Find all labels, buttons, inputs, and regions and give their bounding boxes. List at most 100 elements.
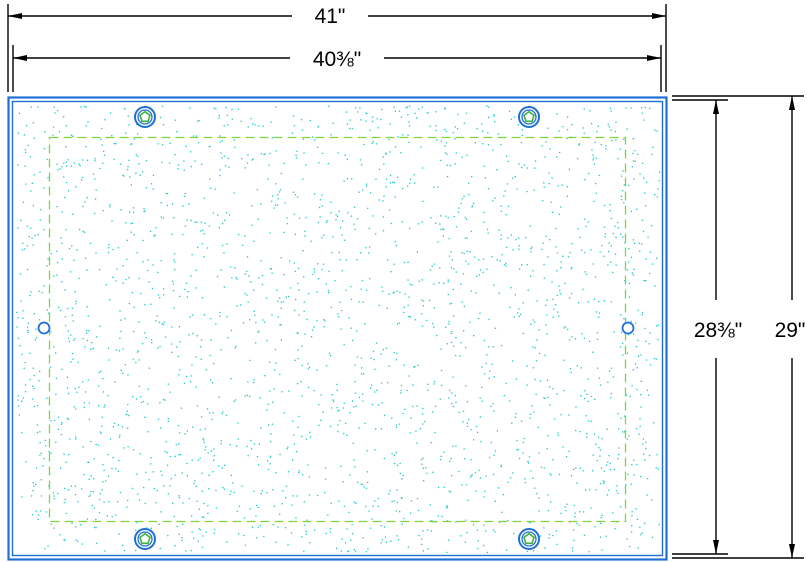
speckle-dot — [416, 251, 418, 253]
speckle-dot — [147, 431, 149, 433]
speckle-dot — [481, 386, 483, 388]
speckle-dot — [244, 235, 246, 237]
speckle-dot — [628, 261, 630, 263]
speckle-dot — [183, 169, 185, 171]
speckle-dot — [152, 174, 155, 176]
speckle-dot — [39, 171, 41, 173]
speckle-dot — [501, 511, 503, 513]
speckle-dot — [559, 293, 562, 295]
speckle-dot — [79, 164, 81, 167]
speckle-dot — [120, 369, 122, 371]
speckle-dot — [598, 174, 600, 177]
speckle-dot — [607, 264, 609, 266]
speckle-dot — [124, 318, 126, 320]
inner-height-label: 28⅜" — [694, 319, 742, 342]
speckle-dot — [26, 225, 28, 227]
speckle-dot — [155, 320, 157, 322]
speckle-dot — [402, 187, 404, 190]
speckle-dot — [50, 420, 52, 422]
speckle-dot — [327, 514, 329, 516]
speckle-dot — [173, 307, 175, 309]
speckle-dot — [507, 160, 509, 162]
speckle-dot — [98, 511, 101, 514]
speckle-dot — [381, 539, 383, 541]
speckle-dot — [526, 190, 528, 193]
speckle-dot — [479, 269, 482, 271]
speckle-dot — [64, 324, 67, 327]
speckle-dot — [174, 474, 176, 476]
speckle-dot — [260, 260, 262, 262]
speckle-dot — [623, 184, 625, 186]
speckle-dot — [619, 506, 622, 508]
speckle-dot — [340, 309, 343, 312]
speckle-dot — [375, 143, 378, 145]
speckle-dot — [205, 369, 208, 371]
speckle-dot — [231, 108, 233, 111]
speckle-dot — [630, 210, 632, 213]
speckle-dot — [103, 154, 106, 156]
speckle-dot — [294, 233, 296, 235]
speckle-dot — [611, 139, 613, 142]
speckle-dot — [511, 422, 513, 424]
speckle-dot — [159, 116, 162, 119]
speckle-dot — [25, 391, 27, 393]
speckle-dot — [296, 332, 298, 334]
speckle-dot — [354, 206, 356, 208]
speckle-dot — [258, 277, 260, 279]
speckle-dot — [149, 463, 152, 465]
speckle-dot — [163, 321, 165, 323]
speckle-dot — [595, 443, 597, 445]
speckle-dot — [186, 219, 188, 221]
speckle-dot — [238, 505, 241, 507]
speckle-dot — [453, 315, 455, 317]
speckle-dot — [571, 336, 573, 338]
speckle-dot — [389, 123, 391, 125]
speckle-dot — [545, 324, 547, 326]
speckle-dot — [183, 195, 186, 198]
speckle-dot — [17, 405, 20, 407]
speckle-dot — [584, 251, 586, 254]
speckle-dot — [236, 445, 238, 447]
speckle-dot — [287, 544, 289, 546]
speckle-dot — [576, 482, 578, 484]
speckle-dot — [227, 337, 229, 339]
speckle-dot — [450, 457, 452, 460]
speckle-dot — [95, 518, 97, 521]
speckle-dot — [417, 364, 419, 366]
speckle-dot — [615, 490, 618, 492]
speckle-dot — [338, 251, 340, 254]
speckle-dot — [33, 374, 35, 377]
speckle-dot — [350, 215, 353, 217]
speckle-dot — [655, 467, 657, 469]
speckle-dot — [330, 134, 332, 136]
speckle-dot — [144, 502, 146, 505]
speckle-dot — [557, 434, 560, 437]
speckle-dot — [169, 455, 172, 458]
speckle-dot — [369, 129, 371, 131]
speckle-dot — [547, 435, 549, 437]
speckle-dot — [105, 480, 107, 482]
speckle-dot — [109, 206, 111, 208]
speckle-dot — [344, 422, 347, 425]
speckle-dot — [353, 501, 356, 503]
speckle-dot — [371, 404, 374, 406]
speckle-dot — [45, 445, 47, 447]
speckle-dot — [645, 359, 648, 361]
speckle-dot — [573, 539, 575, 541]
speckle-dot — [153, 487, 155, 490]
speckle-dot — [439, 267, 441, 269]
speckle-dot — [628, 334, 630, 336]
speckle-dot — [609, 462, 611, 465]
speckle-dot — [617, 227, 619, 229]
speckle-dot — [145, 471, 147, 473]
speckle-dot — [372, 350, 375, 353]
speckle-dot — [636, 518, 639, 520]
speckle-dot — [592, 454, 594, 456]
speckle-dot — [398, 423, 401, 425]
speckle-dot — [191, 364, 193, 366]
speckle-dot — [166, 193, 169, 195]
speckle-dot — [486, 105, 488, 107]
speckle-dot — [56, 261, 59, 264]
speckle-dot — [400, 497, 403, 500]
speckle-dot — [614, 528, 616, 530]
